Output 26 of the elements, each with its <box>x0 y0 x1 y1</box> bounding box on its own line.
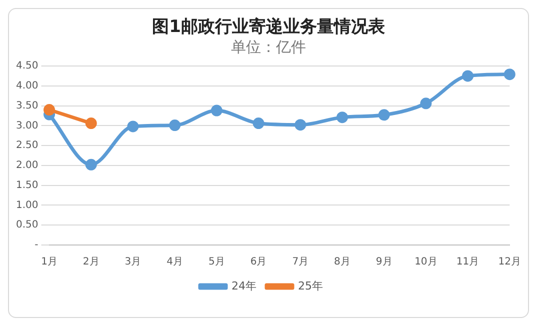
x-tick-label: 8月 <box>334 256 350 268</box>
x-tick-label: 12月 <box>498 256 522 268</box>
x-tick-label: 1月 <box>41 256 58 268</box>
x-tick-label: 3月 <box>124 256 142 268</box>
y-tick-label: 3.00 <box>16 120 38 132</box>
legend-label: 24年 <box>232 279 257 292</box>
chart-title: 图1邮政行业寄递业务量情况表 <box>151 16 386 38</box>
legend-label: 25年 <box>298 279 323 292</box>
y-tick-label: 4.00 <box>16 80 38 92</box>
y-tick-label: 2.00 <box>16 160 38 172</box>
y-tick-label: 1.50 <box>16 180 38 191</box>
x-tick-label: 11月 <box>456 256 480 268</box>
chart-subtitle: 单位：亿件 <box>230 38 307 57</box>
y-tick-label: 4.50 <box>16 60 38 72</box>
x-tick-label: 9月 <box>376 256 392 268</box>
y-tick-label: 0.50 <box>16 220 38 231</box>
x-tick-label: 5月 <box>208 256 225 268</box>
x-tick-label: 7月 <box>292 256 309 268</box>
y-tick-label: 2.50 <box>16 140 38 152</box>
x-tick-label: 6月 <box>250 256 267 268</box>
x-tick-label: 10月 <box>414 256 438 268</box>
x-tick-label: 4月 <box>166 256 184 268</box>
y-tick-label: 3.50 <box>16 100 38 112</box>
y-tick-label: 1.00 <box>16 200 38 211</box>
x-tick-label: 2月 <box>82 256 100 268</box>
y-tick-label: - <box>34 240 39 251</box>
